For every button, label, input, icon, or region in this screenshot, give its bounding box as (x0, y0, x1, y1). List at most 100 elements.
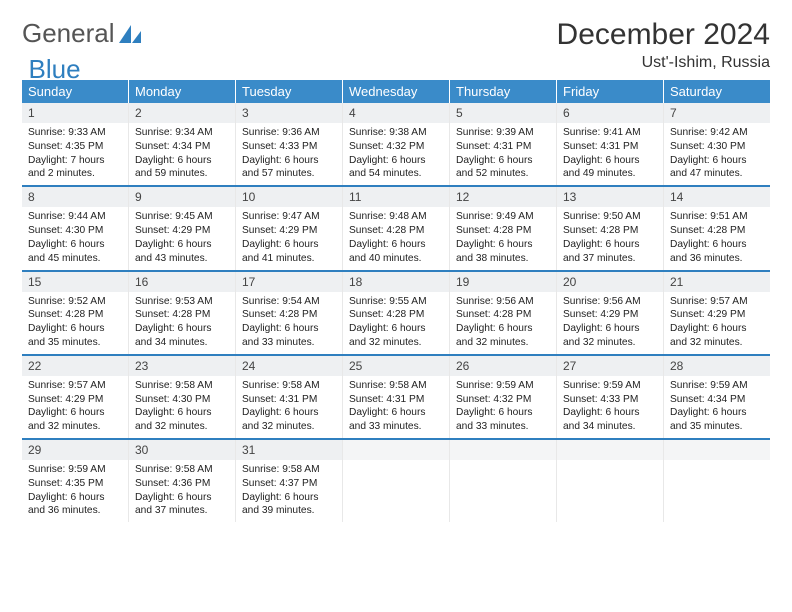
daylight-text: Daylight: 7 hours (28, 154, 122, 168)
daylight-text: and 41 minutes. (242, 252, 336, 266)
cell-body (450, 460, 556, 467)
daylight-text: Daylight: 6 hours (242, 322, 336, 336)
daylight-text: and 49 minutes. (563, 167, 657, 181)
sunset-text: Sunset: 4:29 PM (135, 224, 229, 238)
sunset-text: Sunset: 4:29 PM (563, 308, 657, 322)
sunrise-text: Sunrise: 9:33 AM (28, 126, 122, 140)
cell-body: Sunrise: 9:45 AMSunset: 4:29 PMDaylight:… (129, 207, 235, 269)
cell-body: Sunrise: 9:56 AMSunset: 4:29 PMDaylight:… (557, 292, 663, 354)
cell-body: Sunrise: 9:58 AMSunset: 4:37 PMDaylight:… (236, 460, 342, 522)
daylight-text: and 35 minutes. (670, 420, 764, 434)
sunset-text: Sunset: 4:32 PM (456, 393, 550, 407)
sunset-text: Sunset: 4:28 PM (456, 224, 550, 238)
cell-body: Sunrise: 9:58 AMSunset: 4:31 PMDaylight:… (343, 376, 449, 438)
daylight-text: and 32 minutes. (563, 336, 657, 350)
cell-body: Sunrise: 9:34 AMSunset: 4:34 PMDaylight:… (129, 123, 235, 185)
sunset-text: Sunset: 4:28 PM (670, 224, 764, 238)
sunrise-text: Sunrise: 9:58 AM (242, 463, 336, 477)
sunrise-text: Sunrise: 9:41 AM (563, 126, 657, 140)
daylight-text: and 38 minutes. (456, 252, 550, 266)
sunrise-text: Sunrise: 9:59 AM (670, 379, 764, 393)
sunrise-text: Sunrise: 9:58 AM (242, 379, 336, 393)
daylight-text: and 59 minutes. (135, 167, 229, 181)
day-number: 2 (129, 103, 235, 123)
daylight-text: Daylight: 6 hours (28, 491, 122, 505)
daylight-text: and 35 minutes. (28, 336, 122, 350)
day-number: 3 (236, 103, 342, 123)
calendar-cell: 17Sunrise: 9:54 AMSunset: 4:28 PMDayligh… (236, 272, 343, 354)
cell-body: Sunrise: 9:58 AMSunset: 4:30 PMDaylight:… (129, 376, 235, 438)
day-number (664, 440, 770, 460)
daylight-text: Daylight: 6 hours (670, 238, 764, 252)
day-number: 17 (236, 272, 342, 292)
cell-body: Sunrise: 9:47 AMSunset: 4:29 PMDaylight:… (236, 207, 342, 269)
sunset-text: Sunset: 4:28 PM (349, 224, 443, 238)
calendar-cell: 11Sunrise: 9:48 AMSunset: 4:28 PMDayligh… (343, 187, 450, 269)
sunrise-text: Sunrise: 9:54 AM (242, 295, 336, 309)
daylight-text: Daylight: 6 hours (349, 238, 443, 252)
daylight-text: and 32 minutes. (135, 420, 229, 434)
sunrise-text: Sunrise: 9:59 AM (456, 379, 550, 393)
logo-word1: General (22, 18, 115, 49)
daylight-text: Daylight: 6 hours (670, 322, 764, 336)
day-number: 31 (236, 440, 342, 460)
daylight-text: and 33 minutes. (349, 420, 443, 434)
weekday-header: Friday (557, 80, 664, 103)
sunset-text: Sunset: 4:29 PM (670, 308, 764, 322)
sunset-text: Sunset: 4:31 PM (349, 393, 443, 407)
sunrise-text: Sunrise: 9:44 AM (28, 210, 122, 224)
month-title: December 2024 (557, 18, 770, 52)
daylight-text: and 32 minutes. (349, 336, 443, 350)
day-number: 19 (450, 272, 556, 292)
calendar-cell: 26Sunrise: 9:59 AMSunset: 4:32 PMDayligh… (450, 356, 557, 438)
calendar-cell: 15Sunrise: 9:52 AMSunset: 4:28 PMDayligh… (22, 272, 129, 354)
day-number: 15 (22, 272, 128, 292)
sunrise-text: Sunrise: 9:56 AM (456, 295, 550, 309)
day-number: 23 (129, 356, 235, 376)
sunset-text: Sunset: 4:33 PM (563, 393, 657, 407)
daylight-text: and 32 minutes. (456, 336, 550, 350)
day-number (450, 440, 556, 460)
day-number: 5 (450, 103, 556, 123)
calendar-cell: 1Sunrise: 9:33 AMSunset: 4:35 PMDaylight… (22, 103, 129, 185)
daylight-text: and 34 minutes. (563, 420, 657, 434)
cell-body: Sunrise: 9:59 AMSunset: 4:32 PMDaylight:… (450, 376, 556, 438)
calendar-cell: 19Sunrise: 9:56 AMSunset: 4:28 PMDayligh… (450, 272, 557, 354)
cell-body: Sunrise: 9:42 AMSunset: 4:30 PMDaylight:… (664, 123, 770, 185)
week-row: 29Sunrise: 9:59 AMSunset: 4:35 PMDayligh… (22, 438, 770, 522)
cell-body: Sunrise: 9:44 AMSunset: 4:30 PMDaylight:… (22, 207, 128, 269)
daylight-text: and 47 minutes. (670, 167, 764, 181)
calendar-cell-empty (664, 440, 770, 522)
day-number: 11 (343, 187, 449, 207)
sunrise-text: Sunrise: 9:51 AM (670, 210, 764, 224)
weekday-header: Saturday (664, 80, 770, 103)
calendar-cell-empty (557, 440, 664, 522)
day-number: 13 (557, 187, 663, 207)
header: General December 2024 Ust'-Ishim, Russia (22, 18, 770, 72)
cell-body: Sunrise: 9:54 AMSunset: 4:28 PMDaylight:… (236, 292, 342, 354)
day-number: 27 (557, 356, 663, 376)
location: Ust'-Ishim, Russia (557, 54, 770, 72)
daylight-text: and 37 minutes. (135, 504, 229, 518)
sunrise-text: Sunrise: 9:49 AM (456, 210, 550, 224)
day-number: 12 (450, 187, 556, 207)
calendar-cell: 27Sunrise: 9:59 AMSunset: 4:33 PMDayligh… (557, 356, 664, 438)
sunrise-text: Sunrise: 9:56 AM (563, 295, 657, 309)
sunset-text: Sunset: 4:28 PM (242, 308, 336, 322)
calendar-cell: 7Sunrise: 9:42 AMSunset: 4:30 PMDaylight… (664, 103, 770, 185)
calendar-cell-empty (343, 440, 450, 522)
daylight-text: and 32 minutes. (670, 336, 764, 350)
daylight-text: Daylight: 6 hours (135, 322, 229, 336)
day-number: 24 (236, 356, 342, 376)
cell-body: Sunrise: 9:59 AMSunset: 4:33 PMDaylight:… (557, 376, 663, 438)
daylight-text: and 37 minutes. (563, 252, 657, 266)
daylight-text: Daylight: 6 hours (670, 406, 764, 420)
cell-body (557, 460, 663, 467)
cell-body: Sunrise: 9:49 AMSunset: 4:28 PMDaylight:… (450, 207, 556, 269)
logo-sail-icon (117, 23, 143, 45)
sunrise-text: Sunrise: 9:50 AM (563, 210, 657, 224)
sunrise-text: Sunrise: 9:59 AM (28, 463, 122, 477)
sunset-text: Sunset: 4:28 PM (456, 308, 550, 322)
sunset-text: Sunset: 4:31 PM (456, 140, 550, 154)
calendar-cell: 13Sunrise: 9:50 AMSunset: 4:28 PMDayligh… (557, 187, 664, 269)
